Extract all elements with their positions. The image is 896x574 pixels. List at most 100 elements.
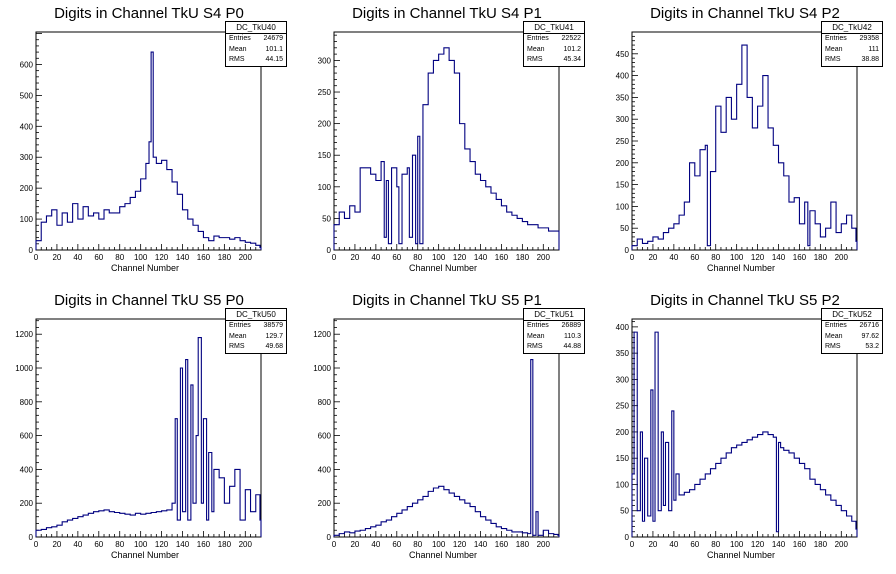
panel-s4-p0: Digits in Channel TkU S4 P0 0 20 40 60 80 100… bbox=[0, 0, 298, 287]
y-tick-label: 600 bbox=[318, 432, 332, 441]
x-tick-label: 0 bbox=[332, 253, 337, 262]
stats-rms-label: RMS bbox=[229, 56, 245, 63]
x-tick-label: 40 bbox=[371, 253, 380, 262]
stats-entries-value: 26889 bbox=[561, 322, 581, 329]
y-tick-label: 250 bbox=[318, 88, 332, 97]
chart-title: Digits in Channel TkU S4 P1 bbox=[352, 5, 542, 22]
x-tick-label: 100 bbox=[730, 253, 744, 262]
stats-name: DC_TkU42 bbox=[822, 22, 882, 34]
stats-entries-value: 24679 bbox=[263, 35, 283, 42]
x-tick-label: 200 bbox=[835, 253, 849, 262]
stats-box: DC_TkU40 Entries 24679 Mean 101.1 RMS 44.15 bbox=[225, 21, 287, 67]
stats-entries-label: Entries bbox=[825, 35, 847, 42]
x-tick-label: 120 bbox=[155, 540, 169, 549]
stats-rms-label: RMS bbox=[527, 56, 543, 63]
y-tick-label: 100 bbox=[616, 480, 630, 489]
x-tick-label: 0 bbox=[630, 540, 635, 549]
x-axis-label: Channel Number bbox=[409, 550, 478, 560]
stats-rms-value: 38.88 bbox=[861, 56, 879, 63]
stats-entries-value: 38579 bbox=[263, 322, 283, 329]
stats-mean-label: Mean bbox=[527, 45, 545, 53]
plot-frame bbox=[35, 31, 262, 251]
x-tick-label: 80 bbox=[413, 540, 422, 549]
y-tick-label: 400 bbox=[318, 465, 332, 474]
y-tick-label: 100 bbox=[20, 215, 34, 224]
histogram-series bbox=[35, 51, 262, 250]
stats-mean-value: 97.62 bbox=[861, 332, 879, 340]
stats-mean-value: 101.2 bbox=[563, 45, 581, 53]
stats-entries-label: Entries bbox=[229, 322, 251, 329]
stats-entries-label: Entries bbox=[229, 35, 251, 42]
y-tick-label: 350 bbox=[616, 349, 630, 358]
y-tick-label: 600 bbox=[20, 60, 34, 69]
y-tick-label: 150 bbox=[616, 181, 630, 190]
histogram-plot: 0 20 40 60 80 100 120 140 160 180 200 100 200 300 400 5… bbox=[20, 31, 262, 262]
x-tick-label: 140 bbox=[176, 540, 190, 549]
x-tick-label: 60 bbox=[94, 540, 103, 549]
x-tick-label: 80 bbox=[413, 253, 422, 262]
x-tick-label: 120 bbox=[155, 253, 169, 262]
x-tick-label: 100 bbox=[432, 540, 446, 549]
y-tick-label: 1000 bbox=[313, 364, 331, 373]
x-tick-label: 0 bbox=[332, 540, 337, 549]
stats-entries-value: 26716 bbox=[859, 322, 879, 329]
chart-title: Digits in Channel TkU S5 P2 bbox=[650, 292, 840, 309]
y-tick-label: 300 bbox=[20, 153, 34, 162]
stats-entries-value: 29358 bbox=[859, 35, 879, 42]
x-tick-label: 160 bbox=[495, 253, 509, 262]
x-tick-label: 80 bbox=[115, 253, 124, 262]
stats-rms-value: 44.15 bbox=[265, 56, 283, 63]
x-tick-label: 160 bbox=[197, 253, 211, 262]
y-tick-label: 300 bbox=[616, 115, 630, 124]
x-tick-label: 140 bbox=[772, 253, 786, 262]
x-tick-label: 40 bbox=[371, 540, 380, 549]
x-tick-label: 140 bbox=[176, 253, 190, 262]
y-tick-label: 100 bbox=[616, 202, 630, 211]
y-tick-label: 600 bbox=[20, 432, 34, 441]
stats-rms-value: 45.34 bbox=[563, 56, 581, 63]
y-tick-label: 150 bbox=[616, 454, 630, 463]
stats-rms-label: RMS bbox=[825, 56, 841, 63]
x-tick-label: 20 bbox=[52, 253, 61, 262]
histogram-plot: 0 20 40 60 80 100 120 140 160 180 200 50 100 150 200 25… bbox=[616, 318, 858, 549]
stats-entries-label: Entries bbox=[527, 35, 549, 42]
stats-name: DC_TkU52 bbox=[822, 309, 882, 321]
stats-mean-value: 101.1 bbox=[265, 45, 283, 53]
x-tick-label: 120 bbox=[751, 253, 765, 262]
y-tick-label: 200 bbox=[616, 159, 630, 168]
plot-frame bbox=[35, 318, 262, 538]
x-tick-label: 180 bbox=[218, 253, 232, 262]
y-tick-label: 50 bbox=[322, 214, 331, 223]
stats-entries-value: 22522 bbox=[561, 35, 581, 42]
panel-s5-p0: Digits in Channel TkU S5 P0 0 20 40 60 80 100… bbox=[0, 287, 298, 574]
x-axis-label: Channel Number bbox=[111, 263, 180, 273]
y-tick-label: 0 bbox=[625, 533, 630, 542]
stats-name: DC_TkU50 bbox=[226, 309, 286, 321]
y-tick-label: 250 bbox=[616, 402, 630, 411]
x-tick-label: 40 bbox=[669, 540, 678, 549]
x-tick-label: 60 bbox=[94, 253, 103, 262]
x-tick-label: 120 bbox=[453, 253, 467, 262]
stats-rms-value: 49.68 bbox=[265, 343, 283, 350]
chart-title: Digits in Channel TkU S5 P1 bbox=[352, 292, 542, 309]
x-tick-label: 140 bbox=[474, 540, 488, 549]
stats-box: DC_TkU52 Entries 26716 Mean 97.62 RMS 53.2 bbox=[821, 308, 883, 354]
y-tick-label: 400 bbox=[20, 122, 34, 131]
y-tick-label: 800 bbox=[318, 398, 332, 407]
stats-entries-label: Entries bbox=[825, 322, 847, 329]
x-tick-label: 40 bbox=[73, 253, 82, 262]
y-tick-label: 100 bbox=[318, 183, 332, 192]
stats-rms-value: 53.2 bbox=[865, 343, 879, 350]
x-tick-label: 140 bbox=[772, 540, 786, 549]
stats-mean-value: 110.3 bbox=[564, 332, 581, 340]
stats-rms-value: 44.88 bbox=[563, 343, 581, 350]
panel-s5-p1: Digits in Channel TkU S5 P1 0 20 40 60 80 100… bbox=[298, 287, 596, 574]
y-tick-label: 1000 bbox=[15, 364, 33, 373]
x-tick-label: 100 bbox=[730, 540, 744, 549]
y-tick-label: 50 bbox=[620, 507, 629, 516]
x-tick-label: 160 bbox=[793, 253, 807, 262]
x-tick-label: 200 bbox=[835, 540, 849, 549]
histogram-plot: 0 20 40 60 80 100 120 140 160 180 200 50 100 150 200 25… bbox=[616, 31, 858, 262]
x-tick-label: 140 bbox=[474, 253, 488, 262]
x-axis-label: Channel Number bbox=[707, 550, 776, 560]
